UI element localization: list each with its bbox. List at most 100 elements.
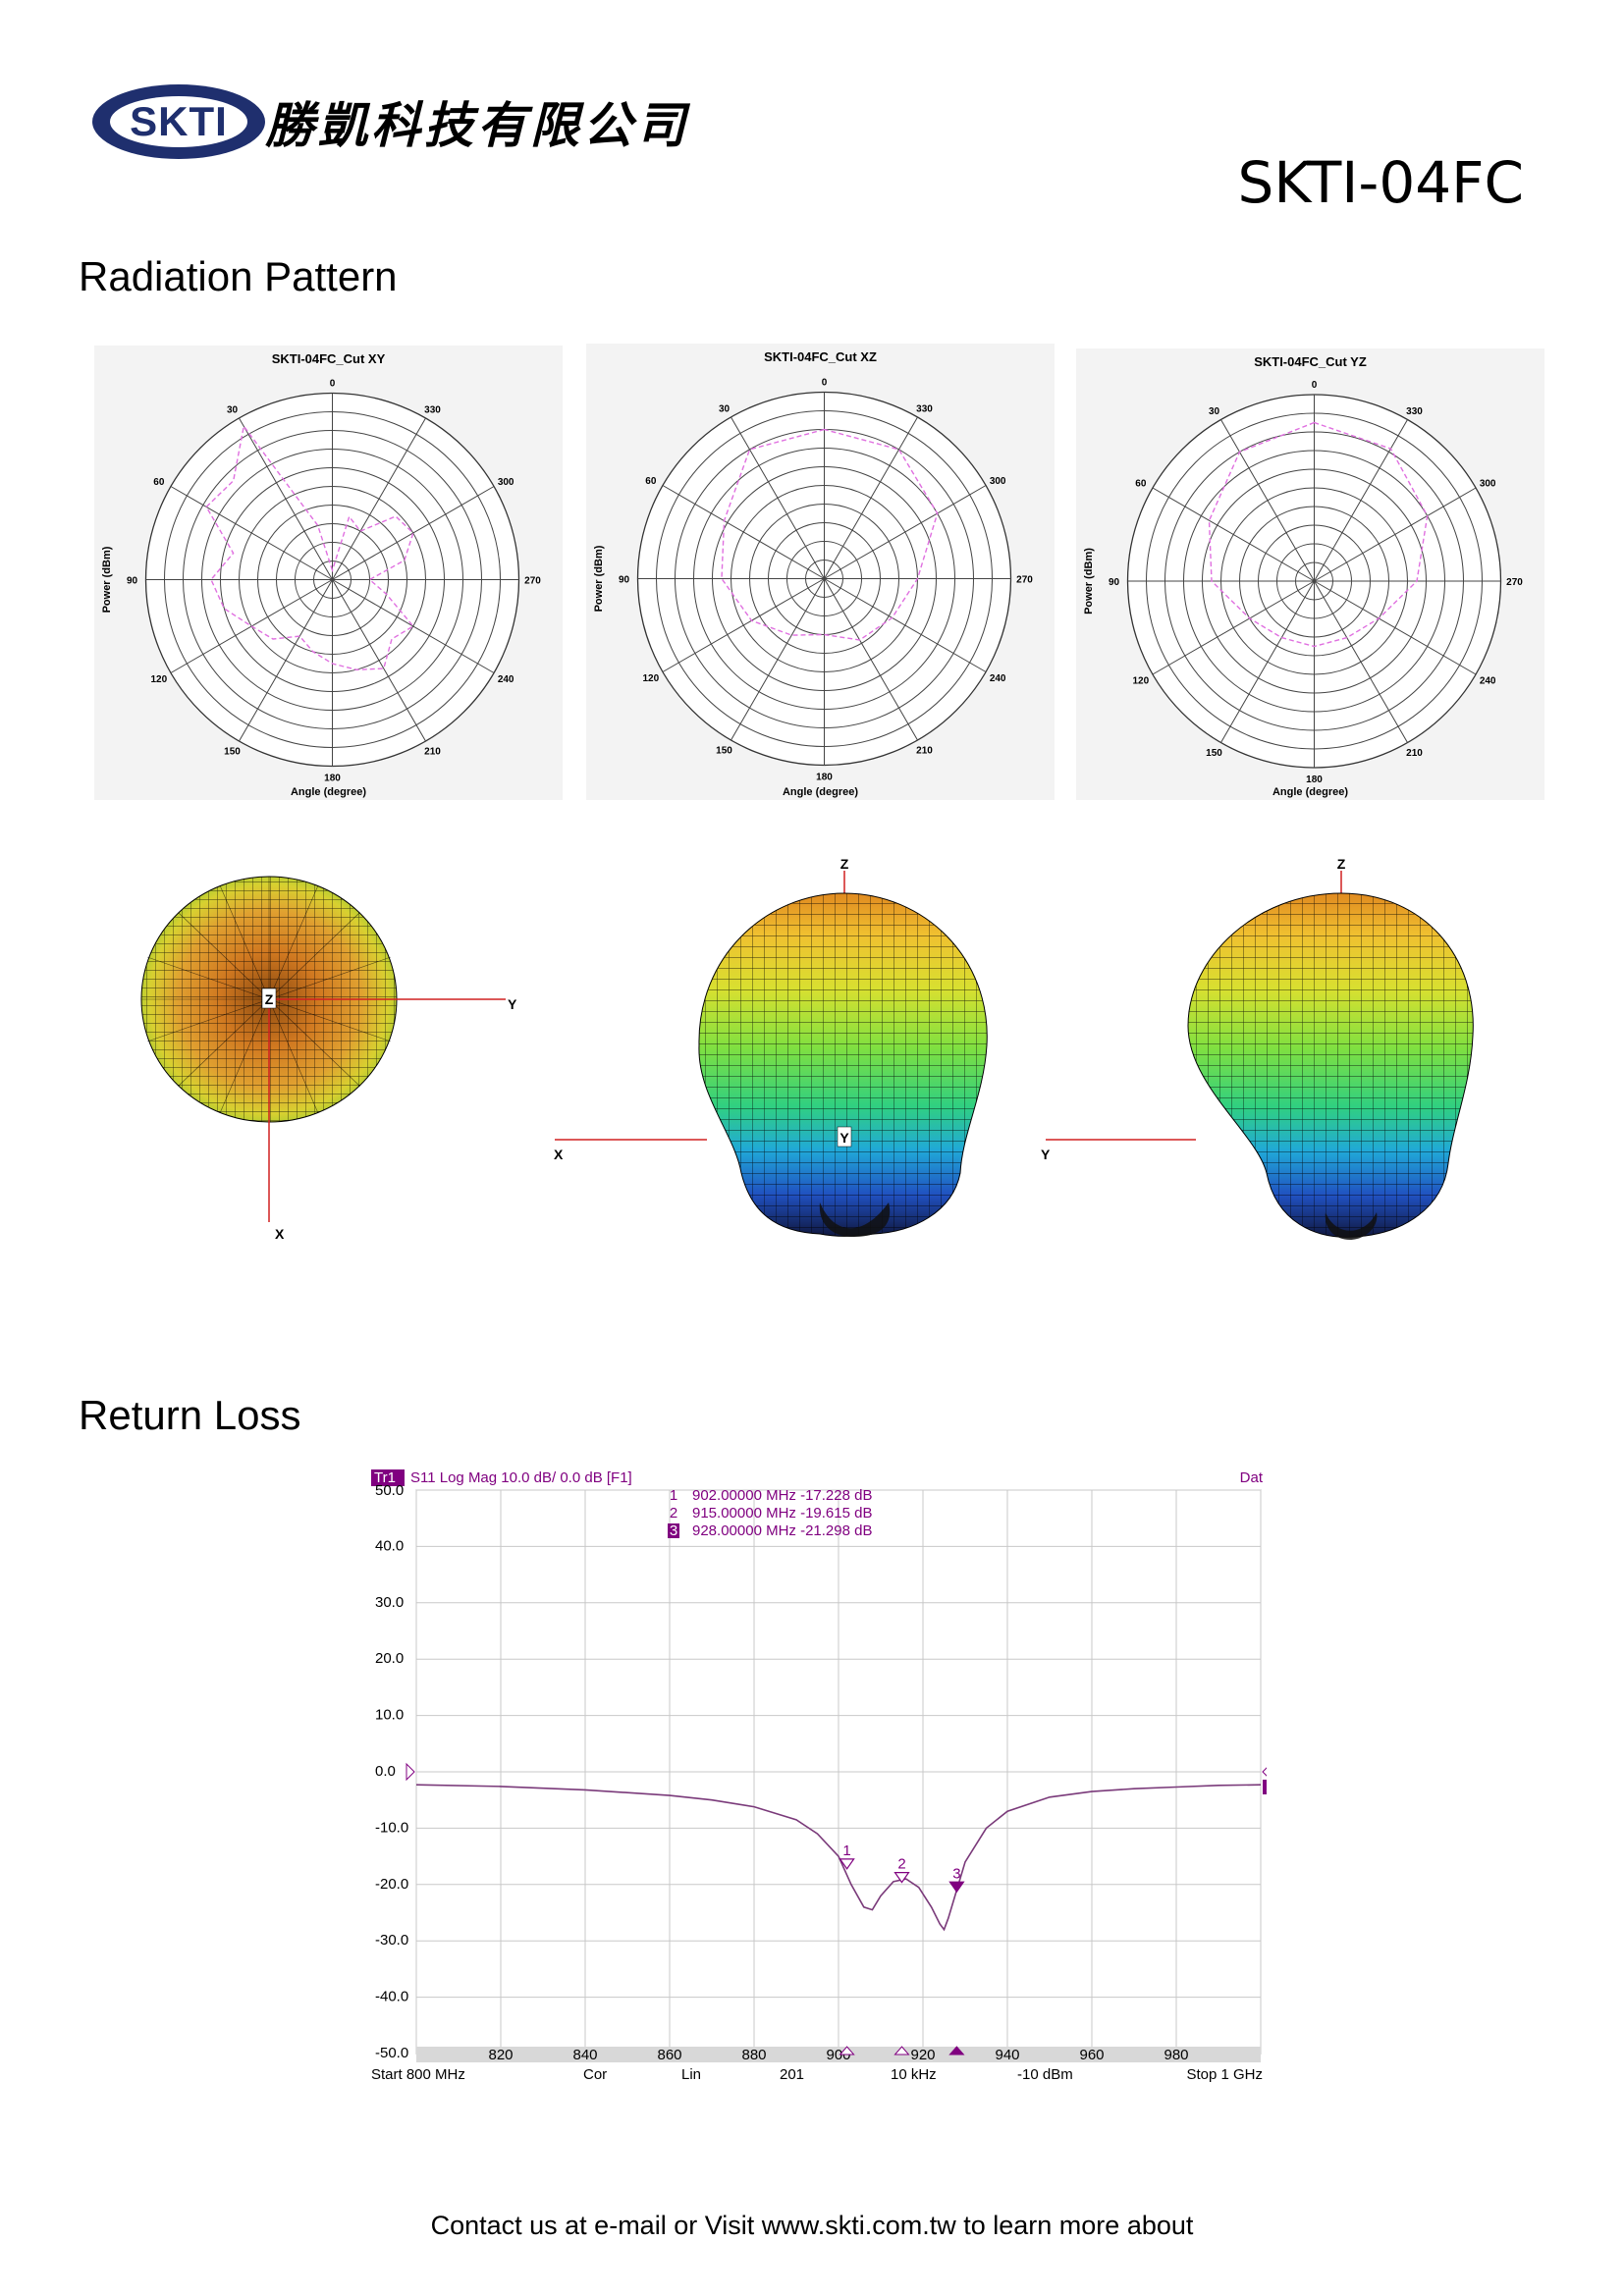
polar-trace [205, 424, 414, 671]
vna-x-tick: 860 [657, 2047, 681, 2063]
polar-spoke [731, 578, 825, 741]
vna-readout-id-3: 3 [670, 1522, 677, 1539]
polar-chart-xz: SKTI-04FC_Cut XZ 0 30 60 90 120 150 180 210 240 27… [586, 344, 1055, 800]
radiation-3d-top-view: Z Y X [137, 864, 530, 1247]
polar-angle-label: 330 [1406, 406, 1423, 417]
polar-angle-label: 60 [153, 477, 165, 488]
polar-spoke [170, 486, 333, 580]
vna-status-ifbw: 10 kHz [891, 2066, 937, 2083]
radiation-pattern-heading: Radiation Pattern [79, 253, 398, 299]
vna-marker-3 [948, 1881, 965, 1894]
vna-x-tick: 820 [488, 2047, 513, 2063]
vna-status-start: Start 800 MHz [371, 2066, 465, 2083]
vna-status-points: 201 [780, 2066, 804, 2083]
polar-spoke [1220, 580, 1315, 743]
vna-readout-1: 902.00000 MHz -17.228 dB [692, 1487, 872, 1504]
axis-label-x: X [554, 1147, 564, 1162]
vna-y-tick: 50.0 [375, 1482, 404, 1499]
vna-marker-2 [893, 1871, 910, 1884]
vna-marker-label-3: 3 [952, 1865, 960, 1882]
vna-marker-stim-2 [893, 2046, 910, 2056]
polar-angle-label: 60 [645, 476, 657, 487]
return-loss-chart: Tr1 S11 Log Mag 10.0 dB/ 0.0 dB [F1] Dat 50… [367, 1467, 1275, 2114]
polar-chart-yz: SKTI-04FC_Cut YZ 0 30 60 90 120 150 180 210 240 27… [1076, 348, 1544, 800]
vna-trace-tag-bg [371, 1469, 405, 1486]
axis-label-x: X [275, 1226, 285, 1242]
polar-spoke [1152, 487, 1315, 582]
vna-readout-2: 915.00000 MHz -19.615 dB [692, 1505, 872, 1522]
company-name: 勝凱科技有限公司 [265, 96, 689, 154]
polar-xlabel: Angle (degree) [291, 786, 366, 798]
polar-angle-label: 120 [150, 674, 167, 685]
polar-angle-label: 330 [424, 404, 441, 415]
footer-contact: Contact us at e-mail or Visit www.skti.c… [430, 2211, 1194, 2240]
axis-label-z: Z [265, 991, 274, 1007]
polar-spoke [332, 486, 495, 580]
vna-ref-arrow-left [406, 1762, 415, 1782]
polar-angle-label: 180 [816, 773, 833, 783]
polar-angle-label: 240 [990, 673, 1006, 684]
svg-text:SKTI: SKTI [130, 98, 228, 144]
skti-logo-mark: SKTI [92, 84, 265, 159]
vna-marker-label-1: 1 [842, 1842, 850, 1859]
polar-ylabel: Power (dBm) [1083, 548, 1095, 614]
polar-xlabel: Angle (degree) [1272, 786, 1348, 798]
polar-angle-label: 90 [1109, 577, 1120, 588]
polar-angle-label: 150 [1206, 748, 1222, 759]
polar-angle-label: 270 [1506, 577, 1523, 588]
polar-angle-label: 240 [498, 674, 514, 685]
polar-angle-label: 270 [1016, 575, 1033, 586]
polar-spoke [1152, 580, 1315, 675]
polar-spoke [731, 416, 825, 579]
axis-label-z: Z [840, 856, 849, 872]
polar-title: SKTI-04FC_Cut XZ [764, 349, 877, 364]
axis-label-z: Z [1337, 856, 1346, 872]
polar-spoke [332, 417, 426, 580]
polar-svg: SKTI-04FC_Cut YZ 0 30 60 90 120 150 180 210 240 27… [1083, 354, 1523, 798]
vna-marker-stim-1 [839, 2046, 855, 2056]
polar-angle-label: 30 [227, 404, 239, 415]
vna-svg: Tr1 S11 Log Mag 10.0 dB/ 0.0 dB [F1] Dat 50… [371, 1469, 1275, 2083]
polar-spoke [239, 417, 333, 580]
polar-spoke [1314, 419, 1408, 582]
vna-y-tick: 40.0 [375, 1537, 404, 1554]
polar-angle-label: 120 [642, 673, 659, 684]
return-loss-heading: Return Loss [79, 1392, 301, 1438]
polar-angle-label: 0 [822, 378, 828, 389]
polar-angle-label: 150 [716, 746, 732, 757]
polar-angle-label: 90 [127, 576, 138, 587]
polar-spoke [824, 416, 918, 579]
vna-status-cor: Cor [583, 2066, 607, 2083]
polar-angle-label: 0 [1312, 380, 1318, 391]
vna-y-tick: -50.0 [375, 2045, 408, 2061]
polar-angle-label: 30 [719, 403, 731, 414]
polar-spoke [239, 579, 333, 742]
polar-ylabel: Power (dBm) [101, 546, 113, 613]
polar-angle-label: 180 [324, 774, 341, 784]
polar-trace [1208, 421, 1429, 648]
polar-angle-label: 300 [498, 477, 514, 488]
polar-angle-label: 210 [1406, 748, 1423, 759]
polar-spoke [332, 579, 495, 673]
polar-spoke [824, 578, 987, 672]
radiation-3d-side-view: Z Y [1031, 849, 1522, 1252]
axis-label-y: Y [1041, 1147, 1051, 1162]
radiation-3d-front-view: Z X Y [540, 849, 1031, 1252]
polar-angle-label: 330 [916, 403, 933, 414]
polar-ylabel: Power (dBm) [593, 545, 605, 612]
polar-spoke [332, 579, 426, 742]
vna-readout-id-bg [668, 1523, 679, 1538]
polar-title: SKTI-04FC_Cut YZ [1254, 354, 1367, 369]
vna-y-tick: 0.0 [375, 1763, 396, 1780]
vna-y-tick: 30.0 [375, 1594, 404, 1611]
polar-angle-label: 30 [1209, 406, 1220, 417]
vna-status-power: -10 dBm [1017, 2066, 1073, 2083]
polar-title: SKTI-04FC_Cut XY [272, 351, 386, 366]
polar-spoke [662, 485, 825, 579]
vna-x-tick: 840 [572, 2047, 597, 2063]
vna-tick-strip [416, 2047, 1261, 2062]
vna-y-tick: -10.0 [375, 1819, 408, 1836]
vna-y-tick: 20.0 [375, 1650, 404, 1667]
polar-angle-label: 60 [1135, 479, 1147, 490]
vna-x-tick: 960 [1079, 2047, 1104, 2063]
